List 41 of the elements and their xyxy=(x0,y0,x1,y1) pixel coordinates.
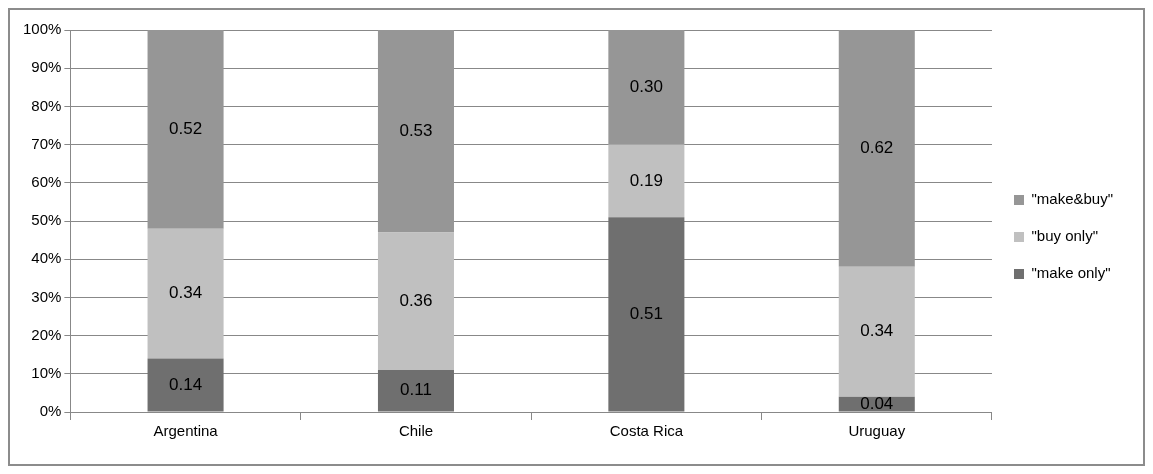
bar xyxy=(147,358,224,412)
y-tick-label: 40% xyxy=(31,249,62,267)
bar xyxy=(608,30,685,145)
bar xyxy=(147,228,224,359)
y-tick-label: 50% xyxy=(31,211,62,229)
bar xyxy=(377,369,454,412)
bar xyxy=(608,144,685,218)
y-tick-label: 10% xyxy=(31,363,62,381)
data-label: 0.14 xyxy=(169,374,203,394)
bar xyxy=(838,30,915,267)
data-label: 0.36 xyxy=(399,290,433,310)
x-tick-label: Chile xyxy=(398,422,434,440)
data-label: 0.51 xyxy=(629,304,663,324)
data-label: 0.11 xyxy=(400,380,432,400)
data-label: 0.34 xyxy=(169,283,203,303)
bar xyxy=(147,30,224,229)
y-tick-label: 0% xyxy=(39,402,62,420)
bar xyxy=(377,232,454,370)
data-label: 0.52 xyxy=(169,119,203,139)
data-label: 0.62 xyxy=(860,138,894,158)
legend-label: "make&buy" xyxy=(1031,190,1114,208)
y-tick-label: 80% xyxy=(31,96,62,114)
data-label: 0.53 xyxy=(399,120,433,140)
y-tick-label: 90% xyxy=(31,58,62,76)
data-label: 0.19 xyxy=(629,170,663,190)
y-tick-label: 100% xyxy=(22,20,62,38)
bar xyxy=(608,217,685,412)
y-tick-label: 60% xyxy=(31,172,62,190)
y-tick-label: 20% xyxy=(31,325,62,343)
bar xyxy=(838,266,915,397)
x-tick-label: Uruguay xyxy=(848,422,906,440)
y-tick-label: 70% xyxy=(31,134,62,152)
y-tick-label: 30% xyxy=(31,287,62,305)
data-label: 0.04 xyxy=(860,393,894,413)
x-tick-label: Argentina xyxy=(153,422,219,440)
legend-label: "buy only" xyxy=(1031,227,1099,245)
data-label: 0.34 xyxy=(860,321,894,341)
bar xyxy=(377,30,454,233)
x-tick-label: Costa Rica xyxy=(609,422,684,440)
data-label: 0.30 xyxy=(629,76,663,96)
legend-label: "make only" xyxy=(1031,264,1111,282)
